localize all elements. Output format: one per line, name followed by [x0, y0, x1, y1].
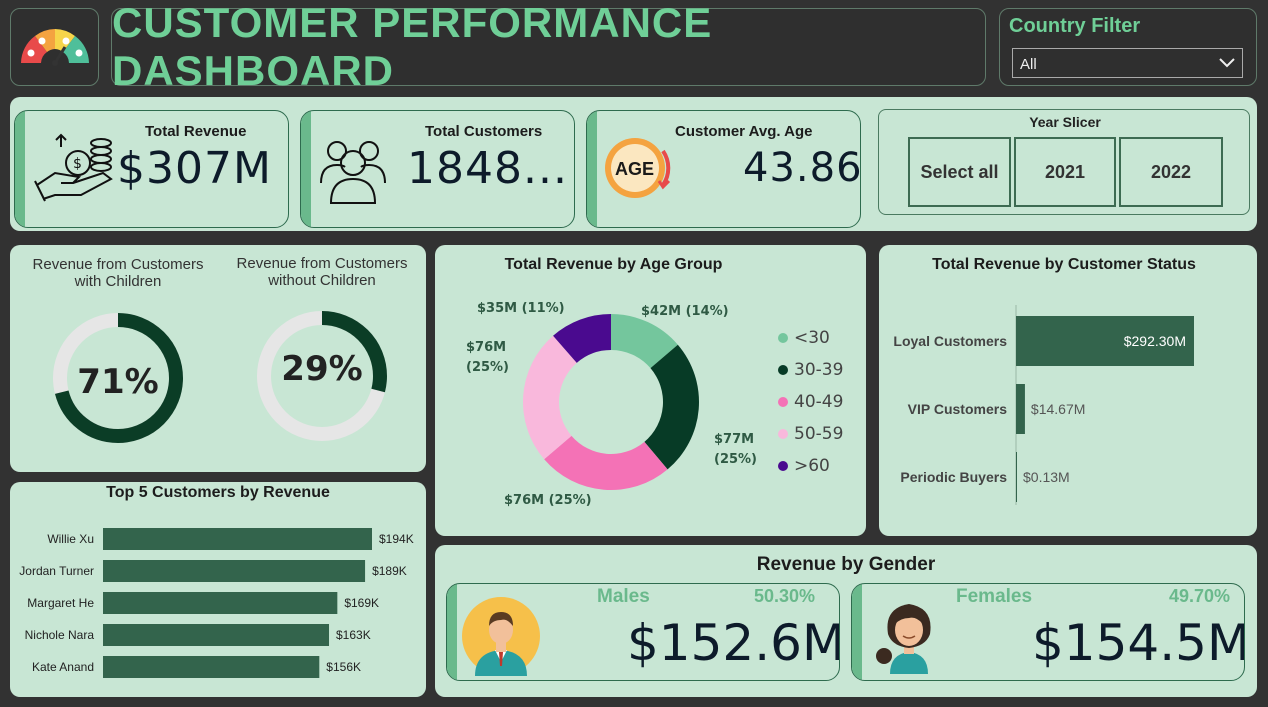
- status-category-label: Loyal Customers: [893, 333, 1007, 349]
- top5-value-label: $194K: [379, 532, 414, 546]
- status-category-label: Periodic Buyers: [900, 469, 1007, 485]
- customer-status-title: Total Revenue by Customer Status: [932, 256, 1196, 273]
- with-children-pct: 71%: [77, 362, 159, 402]
- female-avatar-icon: [876, 604, 931, 674]
- top5-title: Top 5 Customers by Revenue: [106, 484, 330, 501]
- age-label-lt30: $42M (14%): [641, 304, 729, 319]
- females-label: Females: [956, 586, 1033, 607]
- customers-group-icon: [320, 141, 386, 204]
- legend-lt30: <30: [778, 328, 830, 348]
- kpi-avg-age-label: Customer Avg. Age: [675, 123, 813, 140]
- age-label-gt60: $35M (11%): [477, 301, 565, 316]
- status-bar[interactable]: [1016, 384, 1025, 434]
- money-hand-icon: $: [34, 133, 113, 202]
- legend-30-39: 30-39: [778, 360, 843, 380]
- gender-males-card: Males 50.30% $152.6M: [446, 583, 840, 681]
- status-bar[interactable]: [1016, 452, 1017, 502]
- status-value-label: $0.13M: [1023, 469, 1070, 485]
- gender-females-card: Females 49.70% $154.5M: [851, 583, 1245, 681]
- country-filter: Country Filter All: [999, 8, 1257, 86]
- top5-value-label: $169K: [344, 596, 379, 610]
- top5-bar[interactable]: [103, 560, 366, 582]
- top5-bar[interactable]: [103, 592, 338, 614]
- age-group-panel: Total Revenue by Age Group $42M (14%) $7…: [435, 245, 866, 536]
- top5-bar[interactable]: [103, 624, 330, 646]
- top5-bar[interactable]: [103, 528, 372, 550]
- without-children-donut: [257, 311, 387, 441]
- top5-category-label: Nichole Nara: [25, 628, 95, 642]
- status-category-label: VIP Customers: [908, 401, 1008, 417]
- customer-status-chart: Loyal Customers $292.30M VIP Customers $14.…: [893, 305, 1194, 505]
- males-value: $152.6M: [627, 614, 840, 672]
- top5-chart: Willie Xu $194K Jordan Turner $189K Margaret…: [19, 528, 414, 678]
- legend-40-49: 40-49: [778, 392, 843, 412]
- top5-category-label: Margaret He: [27, 596, 94, 610]
- top5-value-label: $163K: [336, 628, 371, 642]
- kpi-total-customers-value: 1848...: [407, 143, 568, 194]
- year-option-2021[interactable]: 2021: [1014, 137, 1116, 207]
- age-slice-50-59[interactable]: [523, 335, 577, 460]
- country-dropdown[interactable]: All: [1012, 48, 1243, 78]
- males-label: Males: [597, 586, 650, 607]
- top5-category-label: Jordan Turner: [19, 564, 94, 578]
- with-children-donut: [53, 313, 183, 443]
- children-revenue-panel: Revenue from Customers with Children Rev…: [10, 245, 426, 472]
- year-slicer: Year Slicer Select all 2021 2022: [878, 109, 1250, 215]
- year-option-2022[interactable]: 2022: [1119, 137, 1223, 207]
- top5-panel: Top 5 Customers by Revenue Willie Xu $194…: [10, 482, 426, 697]
- country-filter-label: Country Filter: [1009, 15, 1141, 37]
- top5-bar[interactable]: [103, 656, 320, 678]
- age-badge-text: AGE: [615, 159, 655, 179]
- male-avatar-icon: [462, 597, 540, 676]
- kpi-avg-age: AGE Customer Avg. Age 43.86: [586, 110, 861, 228]
- top5-category-label: Kate Anand: [32, 660, 94, 674]
- customer-status-panel: Total Revenue by Customer Status Loyal C…: [879, 245, 1257, 536]
- title-box: CUSTOMER PERFORMANCE DASHBOARD: [111, 0, 986, 94]
- kpi-total-revenue-label: Total Revenue: [145, 123, 247, 140]
- top5-value-label: $156K: [326, 660, 361, 674]
- males-pct: 50.30%: [754, 586, 816, 606]
- kpi-avg-age-value: 43.86: [743, 145, 861, 191]
- gender-title: Revenue by Gender: [756, 554, 936, 575]
- chevron-down-icon: [1219, 58, 1235, 68]
- kpi-total-customers-label: Total Customers: [425, 123, 543, 140]
- with-children-arc: [53, 313, 183, 443]
- females-value: $154.5M: [1032, 614, 1245, 672]
- status-bar[interactable]: [1016, 316, 1194, 366]
- age-badge-icon: [605, 138, 671, 198]
- year-option-select-all[interactable]: Select all: [908, 137, 1011, 207]
- without-children-label: Revenue from Customers without Children: [236, 255, 408, 289]
- age-slice->60[interactable]: [553, 314, 611, 363]
- age-label-50-59: $76M (25%): [466, 340, 509, 375]
- without-children-arc: [257, 311, 387, 441]
- status-value-label: $292.30M: [1124, 333, 1186, 349]
- females-pct: 49.70%: [1169, 586, 1231, 606]
- top5-category-label: Willie Xu: [47, 532, 94, 546]
- svg-text:$: $: [73, 156, 82, 172]
- logo-box: [10, 8, 99, 86]
- age-slice-<30[interactable]: [611, 314, 678, 369]
- year-slicer-title: Year Slicer: [1029, 114, 1101, 130]
- age-label-40-49: $76M (25%): [504, 493, 592, 508]
- page-title: CUSTOMER PERFORMANCE DASHBOARD: [112, 0, 713, 94]
- kpi-total-revenue: $ Total Revenue $307M: [14, 110, 289, 228]
- age-group-donut: [523, 314, 699, 490]
- age-slice-30-39[interactable]: [644, 344, 699, 470]
- kpi-total-customers: Total Customers 1848...: [300, 110, 575, 228]
- age-group-title: Total Revenue by Age Group: [504, 256, 723, 273]
- top5-value-label: $189K: [372, 564, 407, 578]
- age-slice-40-49[interactable]: [544, 435, 668, 490]
- country-dropdown-value: All: [1020, 56, 1037, 73]
- with-children-label: Revenue from Customers with Children: [32, 256, 204, 290]
- without-children-pct: 29%: [281, 349, 363, 389]
- legend-gt60: >60: [778, 456, 830, 476]
- age-label-30-39: $77M (25%): [714, 432, 757, 467]
- status-value-label: $14.67M: [1031, 401, 1085, 417]
- gauge-icon: [21, 29, 89, 66]
- legend-50-59: 50-59: [778, 424, 843, 444]
- kpi-total-revenue-value: $307M: [117, 143, 272, 194]
